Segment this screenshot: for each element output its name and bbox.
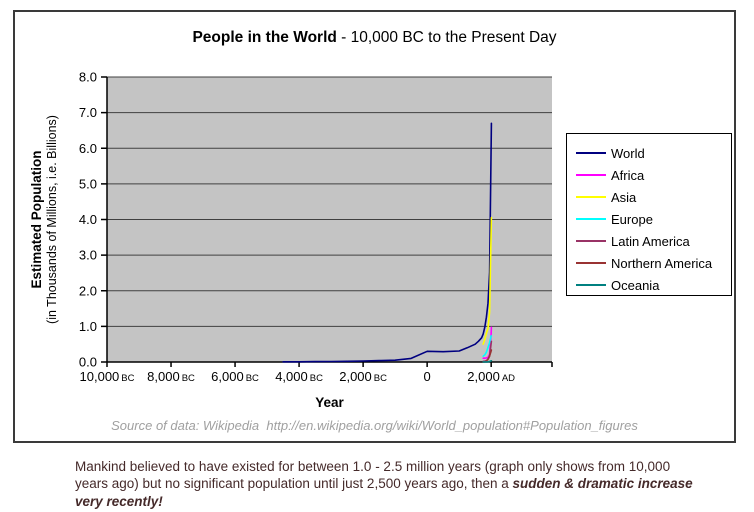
y-tick-label: 5.0 — [79, 176, 97, 191]
legend-line-sample-latin-america — [576, 240, 606, 242]
caption-text: Mankind believed to have existed for bet… — [75, 458, 700, 510]
legend-item-world: World — [576, 142, 731, 164]
caption-emphasis: sudden & dramatic increase very recently… — [75, 476, 693, 509]
legend-label-northern-america: Northern America — [611, 255, 713, 271]
series-line-asia — [482, 216, 493, 345]
legend-line-sample-world — [576, 152, 606, 154]
series-line-world — [282, 122, 493, 363]
chart-title-subtitle: - 10,000 BC to the Present Day — [336, 29, 557, 46]
caption-body: Mankind believed to have existed for bet… — [75, 459, 671, 492]
legend-item-latin-america: Latin America — [576, 230, 731, 252]
legend-line-sample-northern-america — [576, 262, 606, 264]
legend-item-northern-america: Northern America — [576, 252, 731, 274]
x-tick-label: 6,000 BC — [211, 369, 259, 384]
chart-title-main: People in the World — [192, 29, 337, 46]
x-tick-label: 4,000 BC — [275, 369, 323, 384]
source-note: Source of data: Wikipedia http://en.wiki… — [111, 418, 638, 433]
x-tick-label: 2,000 AD — [467, 369, 515, 384]
chart-plot-svg: 0.0 1.0 2.0 3.0 4.0 5.0 6.0 7.0 8.0 10,000 BC 8,000… — [79, 70, 553, 410]
y-axis-title-main: Estimated Population — [29, 150, 44, 289]
y-tick-label: 0.0 — [79, 355, 97, 370]
x-axis-title: Year — [315, 395, 344, 410]
y-tick-label: 6.0 — [79, 141, 97, 156]
legend-box: World Africa Asia Europe Latin America Northe… — [566, 133, 732, 296]
y-tick-label: 7.0 — [79, 105, 97, 120]
legend-line-sample-asia — [576, 196, 606, 198]
legend-label-africa: Africa — [611, 167, 645, 183]
y-tick-label: 3.0 — [79, 248, 97, 263]
legend-item-europe: Europe — [576, 208, 731, 230]
chart-container: People in the World - 10,000 BC to the P… — [13, 10, 736, 443]
x-tick-label: 0 — [424, 369, 431, 384]
y-tick-label: 4.0 — [79, 212, 97, 227]
legend-line-sample-oceania — [576, 284, 606, 286]
legend-label-oceania: Oceania — [611, 277, 660, 293]
x-tick-label: 8,000 BC — [147, 369, 195, 384]
chart-title: People in the World - 10,000 BC to the P… — [15, 29, 734, 47]
legend-item-asia: Asia — [576, 186, 731, 208]
legend-label-europe: Europe — [611, 211, 653, 227]
series-line-africa — [482, 326, 493, 360]
legend-label-world: World — [611, 145, 645, 161]
y-tick-label: 2.0 — [79, 283, 97, 298]
y-tick-label: 8.0 — [79, 70, 97, 85]
legend-line-sample-europe — [576, 218, 606, 220]
legend-item-oceania: Oceania — [576, 274, 731, 296]
legend-label-asia: Asia — [611, 189, 637, 205]
series-line-europe — [482, 335, 493, 358]
x-tick-label: 2,000 BC — [339, 369, 387, 384]
legend-items: World Africa Asia Europe Latin America Northe… — [576, 142, 731, 296]
legend-item-africa: Africa — [576, 164, 731, 186]
legend-label-latin-america: Latin America — [611, 233, 690, 249]
y-axis-title: Estimated Population (in Thousands of Mi… — [29, 77, 60, 362]
x-tick-label: 10,000 BC — [80, 369, 135, 384]
legend-line-sample-africa — [576, 174, 606, 176]
y-tick-label: 1.0 — [79, 319, 97, 334]
series-line-oceania — [482, 359, 493, 363]
y-axis-title-sub: (in Thousands of Millions, i.e. Billions… — [45, 115, 60, 324]
